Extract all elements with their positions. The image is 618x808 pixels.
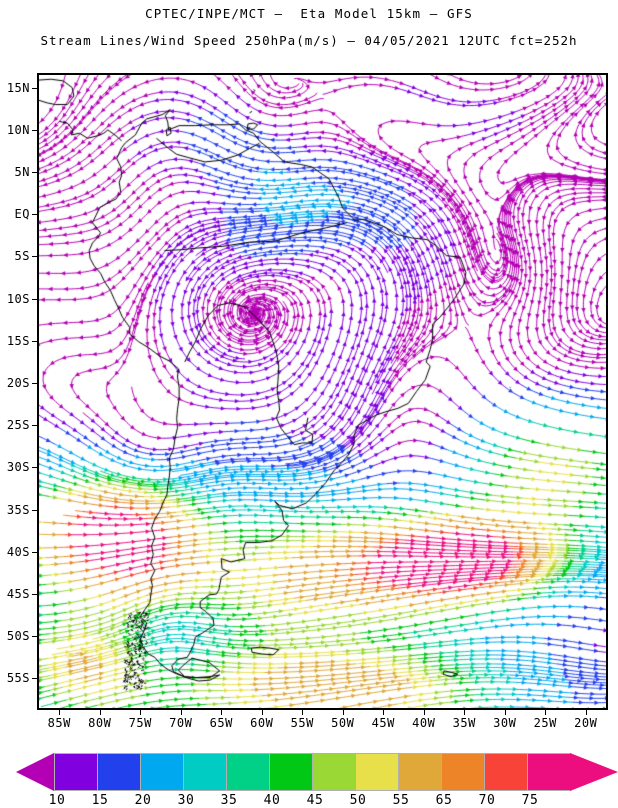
- lon-tick-label: 65W: [210, 716, 233, 730]
- lon-tick-mark: [383, 710, 384, 715]
- colorbar-segment: [140, 753, 184, 791]
- colorbar-segment: [312, 753, 356, 791]
- lon-tick-mark: [59, 710, 60, 715]
- lon-tick-mark: [545, 710, 546, 715]
- colorbar: 10 15 20 30 35 40 45 50 55 65 70 75: [0, 745, 618, 800]
- lon-tick-label: 75W: [129, 716, 152, 730]
- colorbar-tick-label: 70: [479, 793, 496, 808]
- lat-tick-label: 15S: [7, 334, 30, 348]
- lat-tick-label: 10N: [7, 123, 30, 137]
- lon-tick-label: 40W: [412, 716, 435, 730]
- model-title: CPTEC/INPE/MCT — Eta Model 15km — GFS: [0, 7, 618, 21]
- colorbar-tick-label: 30: [178, 793, 195, 808]
- colorbar-tick-label: 20: [135, 793, 152, 808]
- colorbar-tick-label: 50: [350, 793, 367, 808]
- lon-tick-label: 85W: [48, 716, 71, 730]
- lon-tick-mark: [343, 710, 344, 715]
- lon-tick-mark: [100, 710, 101, 715]
- lon-tick-label: 30W: [493, 716, 516, 730]
- colorbar-segment: [484, 753, 528, 791]
- colorbar-tick-label: 40: [264, 793, 281, 808]
- streamline-wind-plot: [39, 75, 606, 708]
- lon-tick-label: 50W: [331, 716, 354, 730]
- map-frame: [37, 73, 608, 710]
- lon-tick-mark: [586, 710, 587, 715]
- colorbar-tick-label: 75: [522, 793, 539, 808]
- lon-tick-mark: [181, 710, 182, 715]
- colorbar-segment: [226, 753, 270, 791]
- colorbar-tick-label: 35: [221, 793, 238, 808]
- colorbar-segment: [269, 753, 313, 791]
- colorbar-under-arrow-icon: [16, 753, 54, 791]
- lat-tick-label: 40S: [7, 545, 30, 559]
- field-title: Stream Lines/Wind Speed 250hPa(m/s) — 04…: [0, 34, 618, 48]
- lon-tick-mark: [221, 710, 222, 715]
- lat-tick-label: 15N: [7, 81, 30, 95]
- lat-tick-label: 10S: [7, 292, 30, 306]
- colorbar-tick-label: 10: [49, 793, 66, 808]
- lon-tick-label: 60W: [250, 716, 273, 730]
- colorbar-tick-label: 15: [92, 793, 109, 808]
- lat-tick-label: 35S: [7, 503, 30, 517]
- lat-tick-label: 30S: [7, 460, 30, 474]
- lat-tick-label: 5S: [15, 249, 30, 263]
- lon-tick-label: 80W: [88, 716, 111, 730]
- lon-tick-label: 35W: [453, 716, 476, 730]
- lat-tick-label: 20S: [7, 376, 30, 390]
- lat-tick-label: 50S: [7, 629, 30, 643]
- colorbar-segments: [54, 753, 571, 791]
- lon-tick-label: 55W: [291, 716, 314, 730]
- map-container[interactable]: [37, 73, 608, 710]
- colorbar-segment: [183, 753, 227, 791]
- colorbar-segment: [398, 753, 442, 791]
- colorbar-segment: [355, 753, 399, 791]
- lon-tick-mark: [140, 710, 141, 715]
- lat-tick-label: EQ: [15, 207, 30, 221]
- lon-tick-mark: [505, 710, 506, 715]
- colorbar-tick-label: 65: [436, 793, 453, 808]
- colorbar-segment: [441, 753, 485, 791]
- colorbar-tick-label: 45: [307, 793, 324, 808]
- lon-tick-label: 20W: [574, 716, 597, 730]
- lat-tick-label: 25S: [7, 418, 30, 432]
- colorbar-over-arrow-icon: [570, 753, 618, 791]
- lat-tick-label: 45S: [7, 587, 30, 601]
- lon-tick-label: 25W: [534, 716, 557, 730]
- lon-tick-mark: [302, 710, 303, 715]
- colorbar-segment: [54, 753, 98, 791]
- lon-tick-label: 45W: [372, 716, 395, 730]
- colorbar-tick-label: 55: [393, 793, 410, 808]
- lon-tick-mark: [424, 710, 425, 715]
- lat-tick-label: 55S: [7, 671, 30, 685]
- lon-tick-mark: [464, 710, 465, 715]
- lon-tick-mark: [262, 710, 263, 715]
- lon-tick-label: 70W: [169, 716, 192, 730]
- colorbar-segment: [97, 753, 141, 791]
- lat-tick-label: 5N: [15, 165, 30, 179]
- colorbar-segment: [527, 753, 571, 791]
